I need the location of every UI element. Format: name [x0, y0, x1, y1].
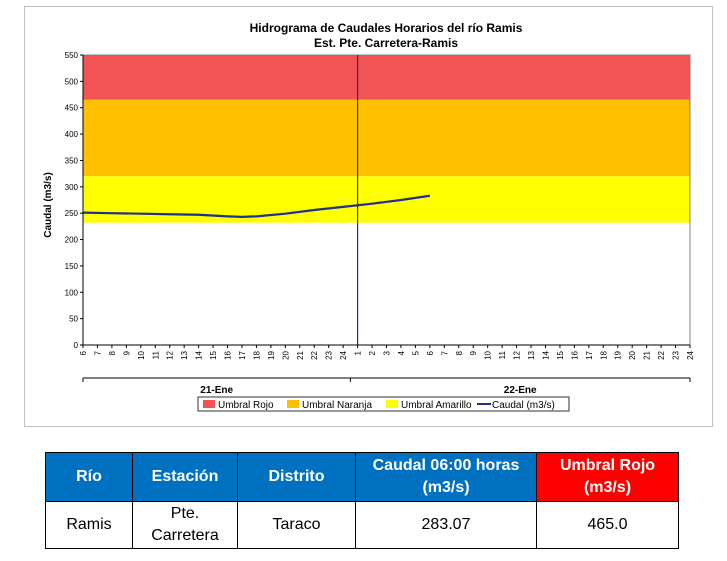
x-tick-label: 10 — [484, 350, 493, 359]
y-tick-label: 400 — [65, 130, 79, 139]
header-rio: Río — [45, 452, 133, 502]
x-tick-label: 17 — [238, 350, 247, 359]
day-label-22-ene: 22-Ene — [504, 385, 537, 396]
legend-swatch-umbral-amarillo — [386, 400, 398, 408]
day-label-21-ene: 21-Ene — [200, 385, 233, 396]
x-tick-label: 8 — [108, 350, 117, 355]
x-tick-label: 11 — [498, 350, 507, 359]
x-tick-label: 7 — [440, 350, 449, 355]
cell-umbral-rojo: 465.0 — [536, 501, 679, 549]
x-tick-label: 12 — [513, 350, 522, 359]
y-tick-label: 250 — [65, 209, 79, 218]
header-caudal: Caudal 06:00 horas (m3/s) — [355, 452, 537, 502]
plot-area — [82, 54, 691, 346]
x-tick-label: 19 — [614, 350, 623, 359]
x-tick-label: 1 — [354, 350, 363, 355]
x-tick-label: 12 — [166, 350, 175, 359]
legend-swatch-umbral-naranja — [287, 400, 299, 408]
x-tick-label: 10 — [137, 350, 146, 359]
x-tick-label: 24 — [686, 350, 695, 359]
x-axis: 6 7 8 9 10 11 12 13 14 15 16 17 18 19 20 21 22 23 24 1 2 3 4 5 6… — [79, 344, 695, 396]
x-tick-label: 17 — [585, 350, 594, 359]
x-tick-label: 24 — [339, 350, 348, 359]
x-tick-label: 8 — [455, 350, 464, 355]
legend-swatch-umbral-rojo — [203, 400, 215, 408]
y-tick-label: 500 — [65, 77, 79, 86]
x-tick-label: 19 — [267, 350, 276, 359]
x-tick-label: 16 — [224, 350, 233, 359]
y-tick-label: 550 — [65, 51, 79, 60]
x-tick-label: 22 — [657, 350, 666, 359]
x-tick-label: 22 — [310, 350, 319, 359]
y-axis: 0 50 100 150 200 250 300 350 400 450 500 550 — [65, 51, 84, 350]
x-tick-label: 23 — [672, 350, 681, 359]
y-tick-label: 350 — [65, 156, 79, 165]
band-umbral-rojo — [83, 55, 690, 100]
header-distrito: Distrito — [237, 452, 356, 502]
x-tick-label: 9 — [469, 350, 478, 355]
x-tick-label: 16 — [570, 350, 579, 359]
x-tick-label: 6 — [426, 350, 435, 355]
header-estacion: Estación — [132, 452, 238, 502]
x-tick-label: 3 — [383, 350, 392, 355]
series-line-caudal — [82, 194, 431, 218]
x-tick-label: 6 — [79, 350, 88, 355]
chart-legend: Umbral Rojo Umbral Naranja Umbral Amarillo… — [197, 396, 570, 412]
band-umbral-amarillo — [83, 176, 690, 223]
legend-label-umbral-rojo: Umbral Rojo — [218, 400, 274, 411]
y-tick-label: 50 — [69, 315, 78, 324]
x-tick-label: 18 — [252, 350, 261, 359]
x-tick-label: 18 — [599, 350, 608, 359]
y-tick-label: 150 — [65, 262, 79, 271]
x-tick-label: 13 — [180, 350, 189, 359]
y-tick-label: 450 — [65, 104, 79, 113]
hydrograph-chart: Hidrograma de Caudales Horarios del río … — [43, 21, 695, 412]
x-tick-label: 2 — [368, 350, 377, 355]
header-umbral-rojo: Umbral Rojo (m3/s) — [536, 452, 679, 502]
x-tick-label: 5 — [411, 350, 420, 355]
x-tick-label: 21 — [296, 350, 305, 359]
x-tick-label: 21 — [643, 350, 652, 359]
y-tick-label: 300 — [65, 183, 79, 192]
x-tick-label: 9 — [122, 350, 131, 355]
x-tick-label: 11 — [151, 350, 160, 359]
x-tick-label: 14 — [195, 350, 204, 359]
y-tick-label: 100 — [65, 288, 79, 297]
band-umbral-naranja — [83, 99, 690, 177]
x-tick-label: 13 — [527, 350, 536, 359]
chart-title: Hidrograma de Caudales Horarios del río … — [250, 21, 523, 35]
x-tick-label: 7 — [93, 350, 102, 355]
table-header-row: Río Estación Distrito Caudal 06:00 horas… — [45, 452, 679, 502]
x-tick-label: 23 — [325, 350, 334, 359]
y-tick-label: 200 — [65, 236, 79, 245]
x-tick-label: 14 — [541, 350, 550, 359]
x-tick-label: 20 — [628, 350, 637, 359]
cell-caudal: 283.07 — [355, 501, 537, 549]
x-tick-label: 15 — [209, 350, 218, 359]
x-tick-label: 4 — [397, 350, 406, 355]
chart-frame: Hidrograma de Caudales Horarios del río … — [24, 6, 713, 427]
table-row: Ramis Pte. Carretera Taraco 283.07 465.0 — [45, 501, 679, 549]
legend-label-umbral-amarillo: Umbral Amarillo — [401, 400, 472, 411]
x-tick-label: 20 — [281, 350, 290, 359]
legend-label-umbral-naranja: Umbral Naranja — [302, 400, 372, 411]
cell-estacion: Pte. Carretera — [132, 501, 238, 549]
legend-label-caudal-m3-s: Caudal (m3/s) — [492, 400, 555, 411]
chart-subtitle: Est. Pte. Carretera-Ramis — [314, 36, 458, 50]
y-tick-label: 0 — [74, 341, 79, 350]
x-tick-label: 15 — [556, 350, 565, 359]
cell-rio: Ramis — [45, 501, 133, 549]
cell-distrito: Taraco — [237, 501, 356, 549]
station-info-table: Río Estación Distrito Caudal 06:00 horas… — [45, 452, 679, 549]
y-axis-label: Caudal (m3/s) — [43, 172, 54, 238]
